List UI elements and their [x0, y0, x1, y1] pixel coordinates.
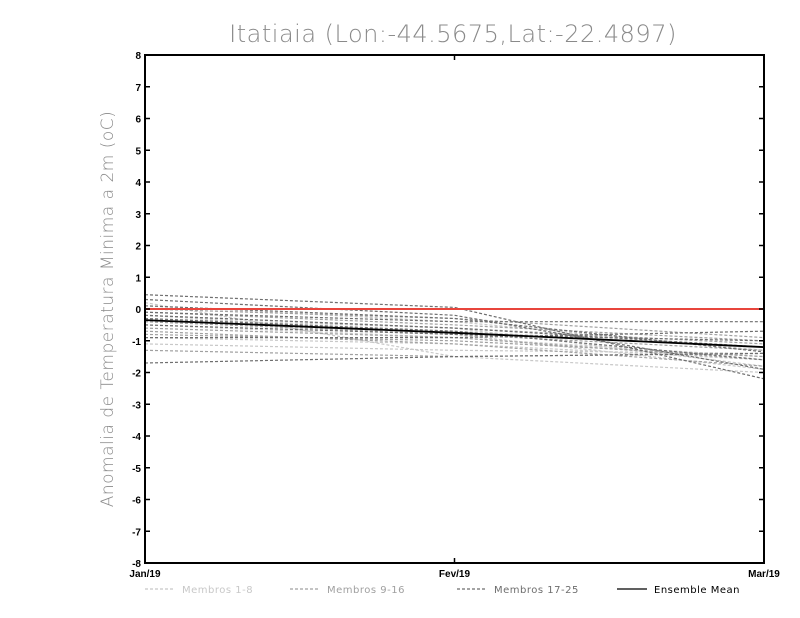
series-line-membros_9_16-6 — [144, 321, 765, 351]
x-tick-label: Fev/19 — [439, 569, 471, 580]
ensemble-mean-group — [144, 319, 765, 348]
series-line-membros_9_16-7 — [144, 330, 765, 367]
y-ticks: 8 7 6 5 4 3 2 1 0 -1 -2 -3 -4 -5 -6 -7 -8 — [132, 51, 764, 570]
y-tick-label: 2 — [135, 242, 141, 253]
series-line-membros_9_16-2 — [144, 311, 765, 342]
y-tick-label: -4 — [132, 432, 141, 443]
y-tick-label: -2 — [132, 369, 141, 380]
y-tick-label: -1 — [132, 337, 141, 348]
y-tick-label: 1 — [135, 273, 141, 284]
series-line-membros_17_25-8 — [144, 317, 765, 361]
legend-label: Membros 1-8 — [182, 585, 253, 596]
x-tick-label: Jan/19 — [129, 569, 161, 580]
series-line-membros_17_25-9 — [144, 305, 765, 353]
legend: Membros 1-8 Membros 9-16 Membros 17-25 Ense… — [145, 585, 740, 596]
y-tick-label: 4 — [135, 178, 141, 189]
chart-title: Itatiaia (Lon:-44.5675,Lat:-22.4897) — [229, 20, 677, 48]
series-line-membros_17_25-4 — [144, 324, 765, 342]
y-tick-label: 5 — [135, 146, 141, 157]
member-lines — [144, 294, 765, 380]
series-line-membros_9_16-1 — [144, 333, 765, 358]
legend-label: Membros 9-16 — [327, 585, 405, 596]
series-line-membros_1_8-2 — [144, 317, 765, 367]
y-tick-label: -5 — [132, 464, 141, 475]
legend-label: Membros 17-25 — [494, 585, 579, 596]
series-line-membros_9_16-5 — [144, 308, 765, 339]
series-line-membros_9_16-4 — [144, 327, 765, 361]
series-line-ensemble-mean — [144, 319, 765, 348]
y-tick-label: 6 — [135, 115, 141, 126]
legend-label: Ensemble Mean — [654, 585, 740, 596]
y-tick-label: -7 — [132, 527, 141, 538]
y-tick-label: -3 — [132, 400, 141, 411]
series-line-membros_17_25-6 — [144, 311, 764, 323]
x-ticks: Jan/19 Fev/19 Mar/19 — [129, 55, 780, 580]
y-tick-label: 8 — [135, 51, 141, 62]
series-line-membros_17_25-7 — [145, 330, 765, 339]
y-tick-label: 7 — [135, 83, 141, 94]
y-tick-label: -8 — [132, 559, 141, 570]
y-tick-label: -6 — [132, 496, 141, 507]
x-tick-label: Mar/19 — [748, 569, 780, 580]
y-axis-label: Anomalia de Temperatura Minima a 2m (oC) — [98, 111, 118, 508]
y-tick-label: 3 — [135, 210, 141, 221]
series-line-membros_17_25-5 — [144, 352, 765, 364]
series-line-membros_1_8-6 — [144, 314, 765, 370]
series-line-membros_1_8-1 — [144, 302, 765, 374]
y-tick-label: 0 — [135, 305, 141, 316]
